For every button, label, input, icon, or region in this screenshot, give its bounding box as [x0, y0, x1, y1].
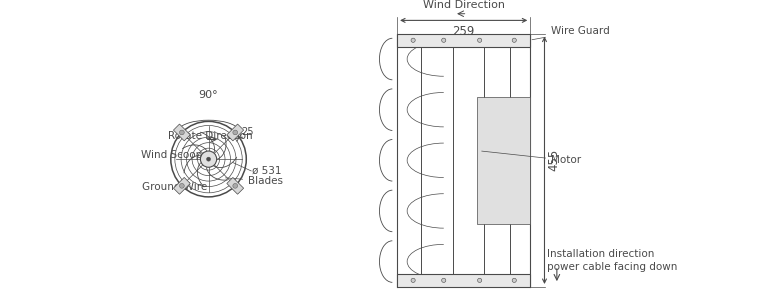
Text: Installation direction
power cable facing down: Installation direction power cable facin…	[548, 249, 677, 272]
Text: ø 531: ø 531	[252, 166, 282, 176]
Text: Wire Guard: Wire Guard	[532, 26, 610, 40]
Circle shape	[512, 278, 516, 282]
Text: Wind Scooper: Wind Scooper	[141, 150, 213, 160]
Text: 90°: 90°	[199, 89, 218, 99]
Circle shape	[233, 183, 237, 188]
Bar	[397, 274, 530, 287]
Bar	[227, 124, 243, 141]
Text: Rotate Direction: Rotate Direction	[168, 131, 253, 141]
Bar	[397, 34, 530, 47]
Text: Motor: Motor	[482, 151, 581, 165]
Circle shape	[207, 157, 210, 161]
Bar	[227, 178, 243, 194]
Circle shape	[180, 183, 184, 188]
Circle shape	[512, 38, 516, 42]
Circle shape	[200, 151, 217, 167]
Text: Wind Direction: Wind Direction	[422, 0, 505, 10]
Text: 259: 259	[452, 25, 475, 38]
Text: Ground Wire: Ground Wire	[143, 182, 208, 192]
Bar	[477, 97, 530, 224]
Circle shape	[411, 278, 415, 282]
Circle shape	[233, 130, 237, 135]
Bar	[174, 124, 190, 141]
Circle shape	[478, 278, 482, 282]
Circle shape	[442, 38, 445, 42]
Text: 25: 25	[241, 127, 254, 137]
Bar	[174, 178, 190, 194]
Circle shape	[411, 38, 415, 42]
Circle shape	[180, 130, 184, 135]
Text: 455: 455	[548, 149, 561, 171]
Circle shape	[478, 38, 482, 42]
Text: Blades: Blades	[226, 176, 283, 186]
Circle shape	[442, 278, 445, 282]
